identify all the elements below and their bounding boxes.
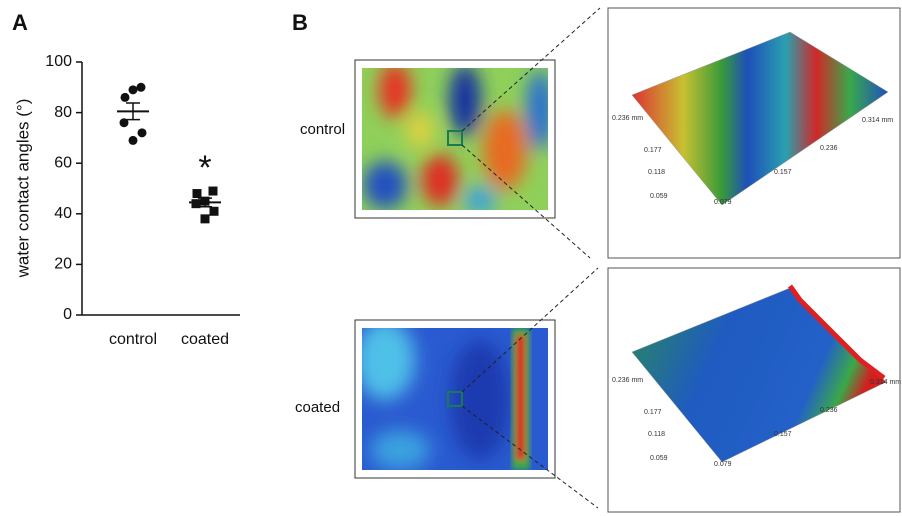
row-label: coated xyxy=(295,399,340,416)
data-point xyxy=(120,92,130,102)
surface-ticks: 0.236 mm 0.177 0.118 0.059 0.079 0.157 0.236 0.… xyxy=(612,115,901,468)
axis-tick-label: 0.118 xyxy=(648,431,665,438)
heatmap xyxy=(362,328,548,470)
surface-ridge xyxy=(787,284,886,380)
x-tick-label: coated xyxy=(181,331,229,348)
axis-tick-label: 0.118 xyxy=(648,169,665,176)
data-point xyxy=(128,135,138,145)
row-label: control xyxy=(300,121,345,138)
data-point xyxy=(136,82,146,92)
axis-tick-label: 0.177 xyxy=(644,147,662,154)
heatmap xyxy=(362,68,548,210)
x-tick-label: control xyxy=(109,331,157,348)
axis-tick-label: 0.314 mm xyxy=(870,379,901,386)
axis-tick-label: 0.236 xyxy=(820,407,838,414)
axis-tick-label: 0.314 mm xyxy=(862,117,893,124)
zoom-lines xyxy=(461,7,601,509)
axis-tick-label: 0.236 mm xyxy=(612,377,643,384)
error-bar xyxy=(198,197,212,208)
axis-tick-label: 0.079 xyxy=(714,199,732,206)
axis-tick-label: 0.059 xyxy=(650,193,668,200)
axis-tick-label: 0.059 xyxy=(650,455,668,462)
surface-plot xyxy=(631,31,889,206)
data-point xyxy=(137,128,147,138)
y-tick-label: 20 xyxy=(54,256,72,273)
axis-tick-label: 0.079 xyxy=(714,461,732,468)
data-point xyxy=(200,214,210,224)
y-axis-label: water contact angles (°) xyxy=(13,99,32,279)
axis-tick-label: 0.236 mm xyxy=(612,115,643,122)
panel-label: B xyxy=(292,10,308,35)
axis-tick-label: 0.236 xyxy=(820,145,838,152)
data-point xyxy=(191,199,201,209)
significance-mark: * xyxy=(198,149,211,187)
y-tick-label: 0 xyxy=(63,306,72,323)
y-tick-label: 40 xyxy=(54,205,72,222)
panel-label: A xyxy=(12,10,28,35)
dot-plot: 0 20 40 60 80 100 control coated * xyxy=(45,53,229,348)
data-point xyxy=(119,118,129,128)
y-tick-label: 60 xyxy=(54,154,72,171)
y-tick-label: 80 xyxy=(54,104,72,121)
data-point xyxy=(128,85,138,95)
data-point xyxy=(192,189,202,199)
data-point xyxy=(209,206,219,216)
axis-tick-label: 0.157 xyxy=(774,431,792,438)
axis-tick-label: 0.177 xyxy=(644,409,662,416)
y-tick-label: 100 xyxy=(45,53,72,70)
axis-tick-label: 0.157 xyxy=(774,169,792,176)
surface-plot xyxy=(631,287,887,463)
data-point xyxy=(208,186,218,196)
error-bar xyxy=(126,102,140,121)
